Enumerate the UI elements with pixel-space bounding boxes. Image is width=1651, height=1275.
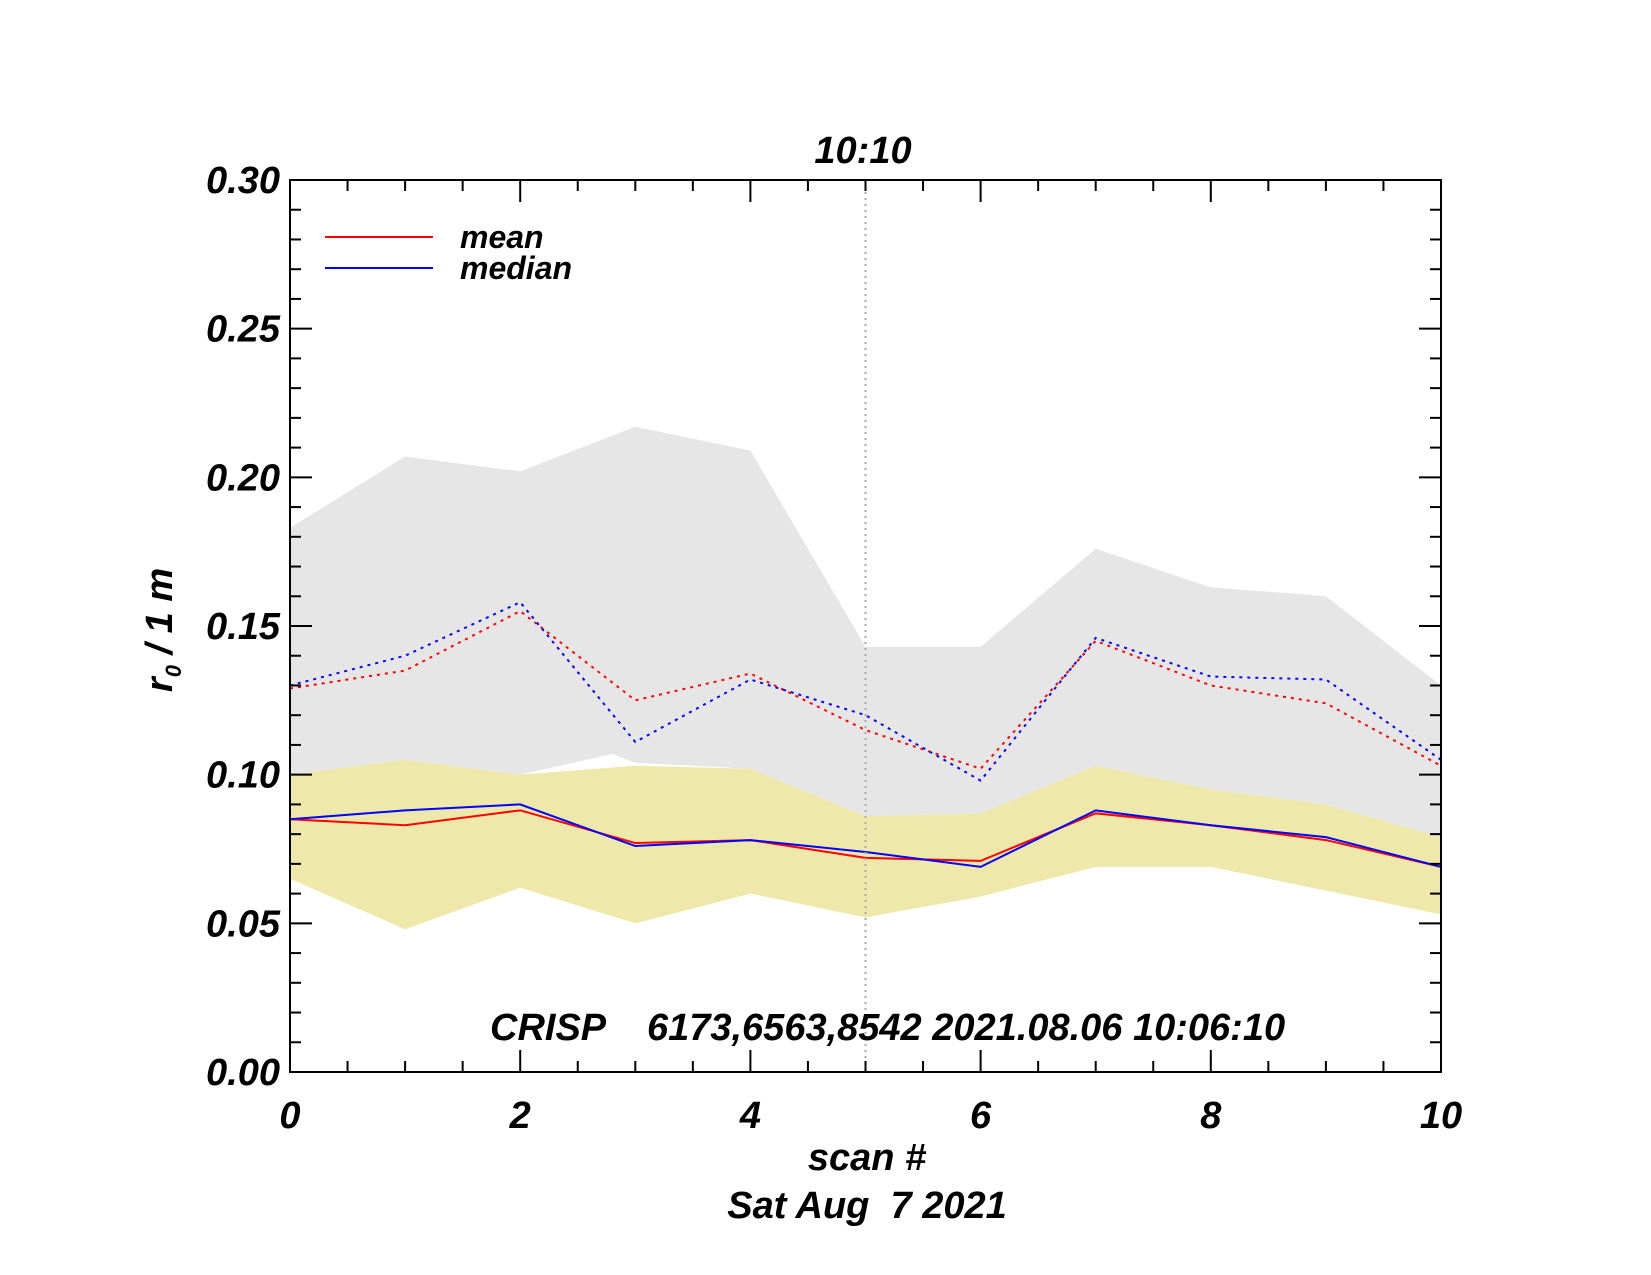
x-axis-label: scan # xyxy=(808,1137,927,1179)
x-tick-label: 2 xyxy=(509,1095,531,1137)
x-tick-label: 4 xyxy=(739,1095,761,1137)
series-median-lower xyxy=(289,803,1442,868)
x-axis-date-label: Sat Aug 7 2021 xyxy=(727,1185,1007,1227)
axis-tick-labels: 0 2 4 6 8 10 0.00 0.05 0.10 0.15 0.20 0.25 0.30 xyxy=(206,160,1462,1137)
legend: mean median xyxy=(325,219,572,286)
axis-ticks xyxy=(289,179,1442,1073)
instrument-annotation: CRISP 6173,6563,8542 2021.08.06 10:06:10 xyxy=(490,1007,1285,1049)
legend-median-label: median xyxy=(460,250,572,286)
x-tick-label: 10 xyxy=(1420,1095,1462,1137)
y-tick-label: 0.30 xyxy=(206,160,280,202)
chart-title: 10:10 xyxy=(814,130,911,172)
x-tick-label: 6 xyxy=(970,1095,992,1137)
y-tick-label: 0.10 xyxy=(206,755,280,797)
y-axis-label-subscript: 0 xyxy=(161,664,186,677)
y-tick-label: 0.00 xyxy=(206,1052,280,1094)
series-median-upper xyxy=(289,600,1442,782)
y-axis-label-unit: / 1 m xyxy=(139,568,181,665)
range-bands xyxy=(290,426,1441,930)
band-upper-range xyxy=(290,426,1441,838)
y-tick-label: 0.25 xyxy=(206,309,281,351)
x-tick-label: 8 xyxy=(1200,1095,1222,1137)
x-tick-label: 0 xyxy=(279,1095,300,1137)
y-tick-label: 0.05 xyxy=(206,903,281,945)
y-tick-label: 0.15 xyxy=(206,606,281,648)
series-mean-upper xyxy=(289,609,1442,770)
band-lower-range xyxy=(290,759,1441,930)
legend-mean-label: mean xyxy=(460,219,544,255)
y-axis-label: r0 / 1 m xyxy=(139,568,186,692)
y-tick-label: 0.20 xyxy=(206,457,280,499)
y-axis-label-main: r xyxy=(139,675,181,692)
series-lines xyxy=(289,600,1442,868)
